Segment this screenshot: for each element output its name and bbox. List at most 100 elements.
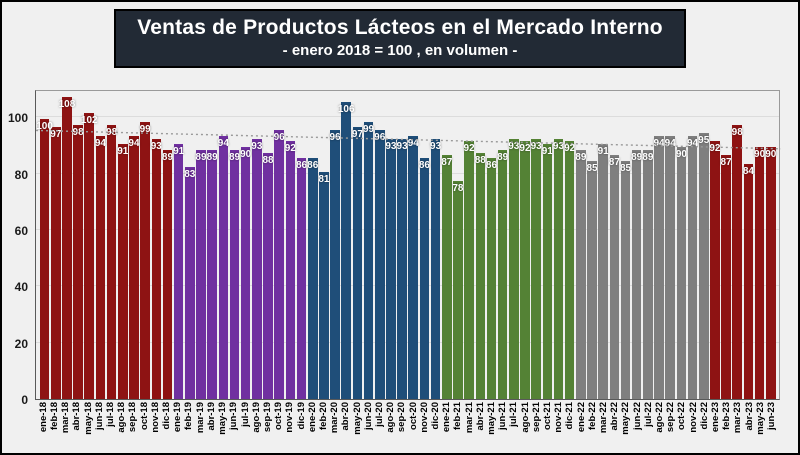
bar: 81: [318, 172, 329, 399]
bar-value-label: 96: [273, 132, 285, 144]
x-tick-cell: may-23: [755, 402, 766, 453]
x-tick-cell: abr-22: [609, 402, 620, 453]
bar-value-label: 106: [337, 104, 355, 116]
bar: 93: [508, 138, 519, 399]
x-tick-label: jun-20: [362, 402, 374, 430]
bar-value-label: 78: [452, 182, 464, 194]
x-tick-label: may-20: [351, 402, 363, 435]
x-tick-label: mar-18: [60, 402, 72, 434]
bar: 93: [430, 138, 441, 399]
x-tick-cell: abr-23: [744, 402, 755, 453]
bar: 85: [619, 161, 632, 399]
bar-value-label: 91: [173, 146, 185, 158]
x-tick-cell: may-19: [217, 402, 229, 453]
gridline: [36, 228, 779, 230]
x-tick-label: ago-22: [654, 402, 666, 433]
y-tick-label: 60: [14, 223, 28, 238]
bar: 93: [385, 138, 396, 399]
bar-value-label: 89: [642, 151, 654, 163]
x-tick-cell: sep-18: [127, 402, 139, 453]
x-tick-label: nov-20: [418, 402, 430, 433]
bar: 88: [474, 152, 486, 399]
x-tick-cell: sep-20: [396, 402, 408, 453]
bar: 89: [642, 149, 654, 399]
bar: 89: [575, 149, 587, 399]
bar-value-label: 100: [36, 121, 53, 132]
bar-value-label: 87: [441, 157, 453, 169]
x-tick-cell: mar-21: [464, 402, 475, 453]
bar: 108: [59, 96, 75, 399]
bar-value-label: 89: [497, 151, 509, 163]
chart-title-box: Ventas de Productos Lácteos en el Mercad…: [114, 9, 686, 68]
bar-value-label: 89: [206, 151, 218, 163]
x-tick-cell: ago-22: [654, 402, 666, 453]
bar-value-label: 90: [754, 149, 766, 160]
x-tick-label: nov-18: [149, 402, 161, 433]
x-tick-cell: nov-22: [688, 402, 699, 453]
x-tick-label: sep-19: [261, 402, 273, 433]
x-tick-label: may-22: [620, 402, 632, 435]
bar-value-label: 88: [474, 154, 486, 166]
bar: 86: [307, 158, 318, 399]
bar-value-label: 98: [731, 126, 743, 138]
x-tick-cell: mar-22: [598, 402, 609, 453]
x-tick-cell: jul-18: [105, 402, 116, 453]
x-tick-cell: sep-19: [261, 402, 273, 453]
x-tick-cell: abr-21: [475, 402, 486, 453]
x-tick-label: abr-18: [71, 402, 83, 431]
bar-value-label: 91: [541, 146, 553, 158]
gridline: [36, 341, 779, 343]
x-tick-cell: mar-18: [60, 402, 72, 453]
gridline: [36, 285, 779, 287]
bar: 87: [608, 155, 620, 399]
x-tick-cell: mar-23: [732, 402, 744, 453]
bar-value-label: 92: [519, 143, 531, 155]
bar: 78: [452, 180, 464, 399]
x-tick-label: jul-21: [508, 402, 520, 427]
bar: 93: [151, 138, 162, 399]
x-tick-label: feb-22: [586, 402, 598, 430]
bar: 94: [687, 135, 698, 399]
bar: 97: [352, 127, 363, 399]
bar-value-label: 83: [184, 168, 196, 180]
bar-value-label: 89: [575, 151, 587, 163]
x-tick-label: ago-18: [116, 402, 128, 433]
x-tick-label: oct-22: [676, 402, 688, 430]
bar-value-label: 108: [58, 98, 76, 110]
bar: 90: [765, 147, 776, 399]
x-tick-cell: ene-20: [306, 402, 318, 453]
x-tick-cell: oct-22: [676, 402, 688, 453]
x-tick-cell: ago-19: [251, 402, 262, 453]
bar: 97: [50, 127, 61, 399]
bar-value-label: 95: [698, 135, 710, 146]
bar-value-label: 94: [407, 137, 419, 149]
x-tick-label: jun-18: [93, 402, 105, 430]
bar-value-label: 87: [608, 157, 620, 169]
x-tick-label: may-19: [217, 402, 229, 435]
x-tick-label: jun-22: [631, 402, 643, 430]
chart-subtitle: - enero 2018 = 100 , en volumen -: [282, 42, 518, 59]
x-tick-cell: may-22: [620, 402, 632, 453]
bar-value-label: 86: [295, 160, 308, 172]
bar: 96: [273, 130, 285, 399]
bar: 92: [564, 141, 575, 399]
x-tick-label: ene-20: [306, 402, 318, 433]
bar-value-label: 85: [619, 163, 632, 174]
bar: 90: [676, 147, 687, 399]
x-tick-cell: nov-21: [553, 402, 564, 453]
bar: 94: [94, 135, 106, 399]
x-tick-label: feb-20: [317, 402, 329, 430]
gridline: [36, 172, 779, 174]
bar: 86: [419, 158, 430, 399]
x-tick-cell: jun-20: [362, 402, 374, 453]
bar: 87: [441, 155, 453, 399]
x-tick-cell: dic-18: [161, 402, 172, 453]
x-tick-label: dic-19: [295, 402, 307, 430]
x-tick-cell: nov-20: [418, 402, 430, 453]
x-tick-cell: ene-23: [710, 402, 721, 453]
bar: 94: [665, 135, 676, 399]
bar-value-label: 94: [94, 137, 106, 149]
x-tick-label: ago-20: [385, 402, 397, 433]
x-tick-cell: mar-19: [195, 402, 206, 453]
